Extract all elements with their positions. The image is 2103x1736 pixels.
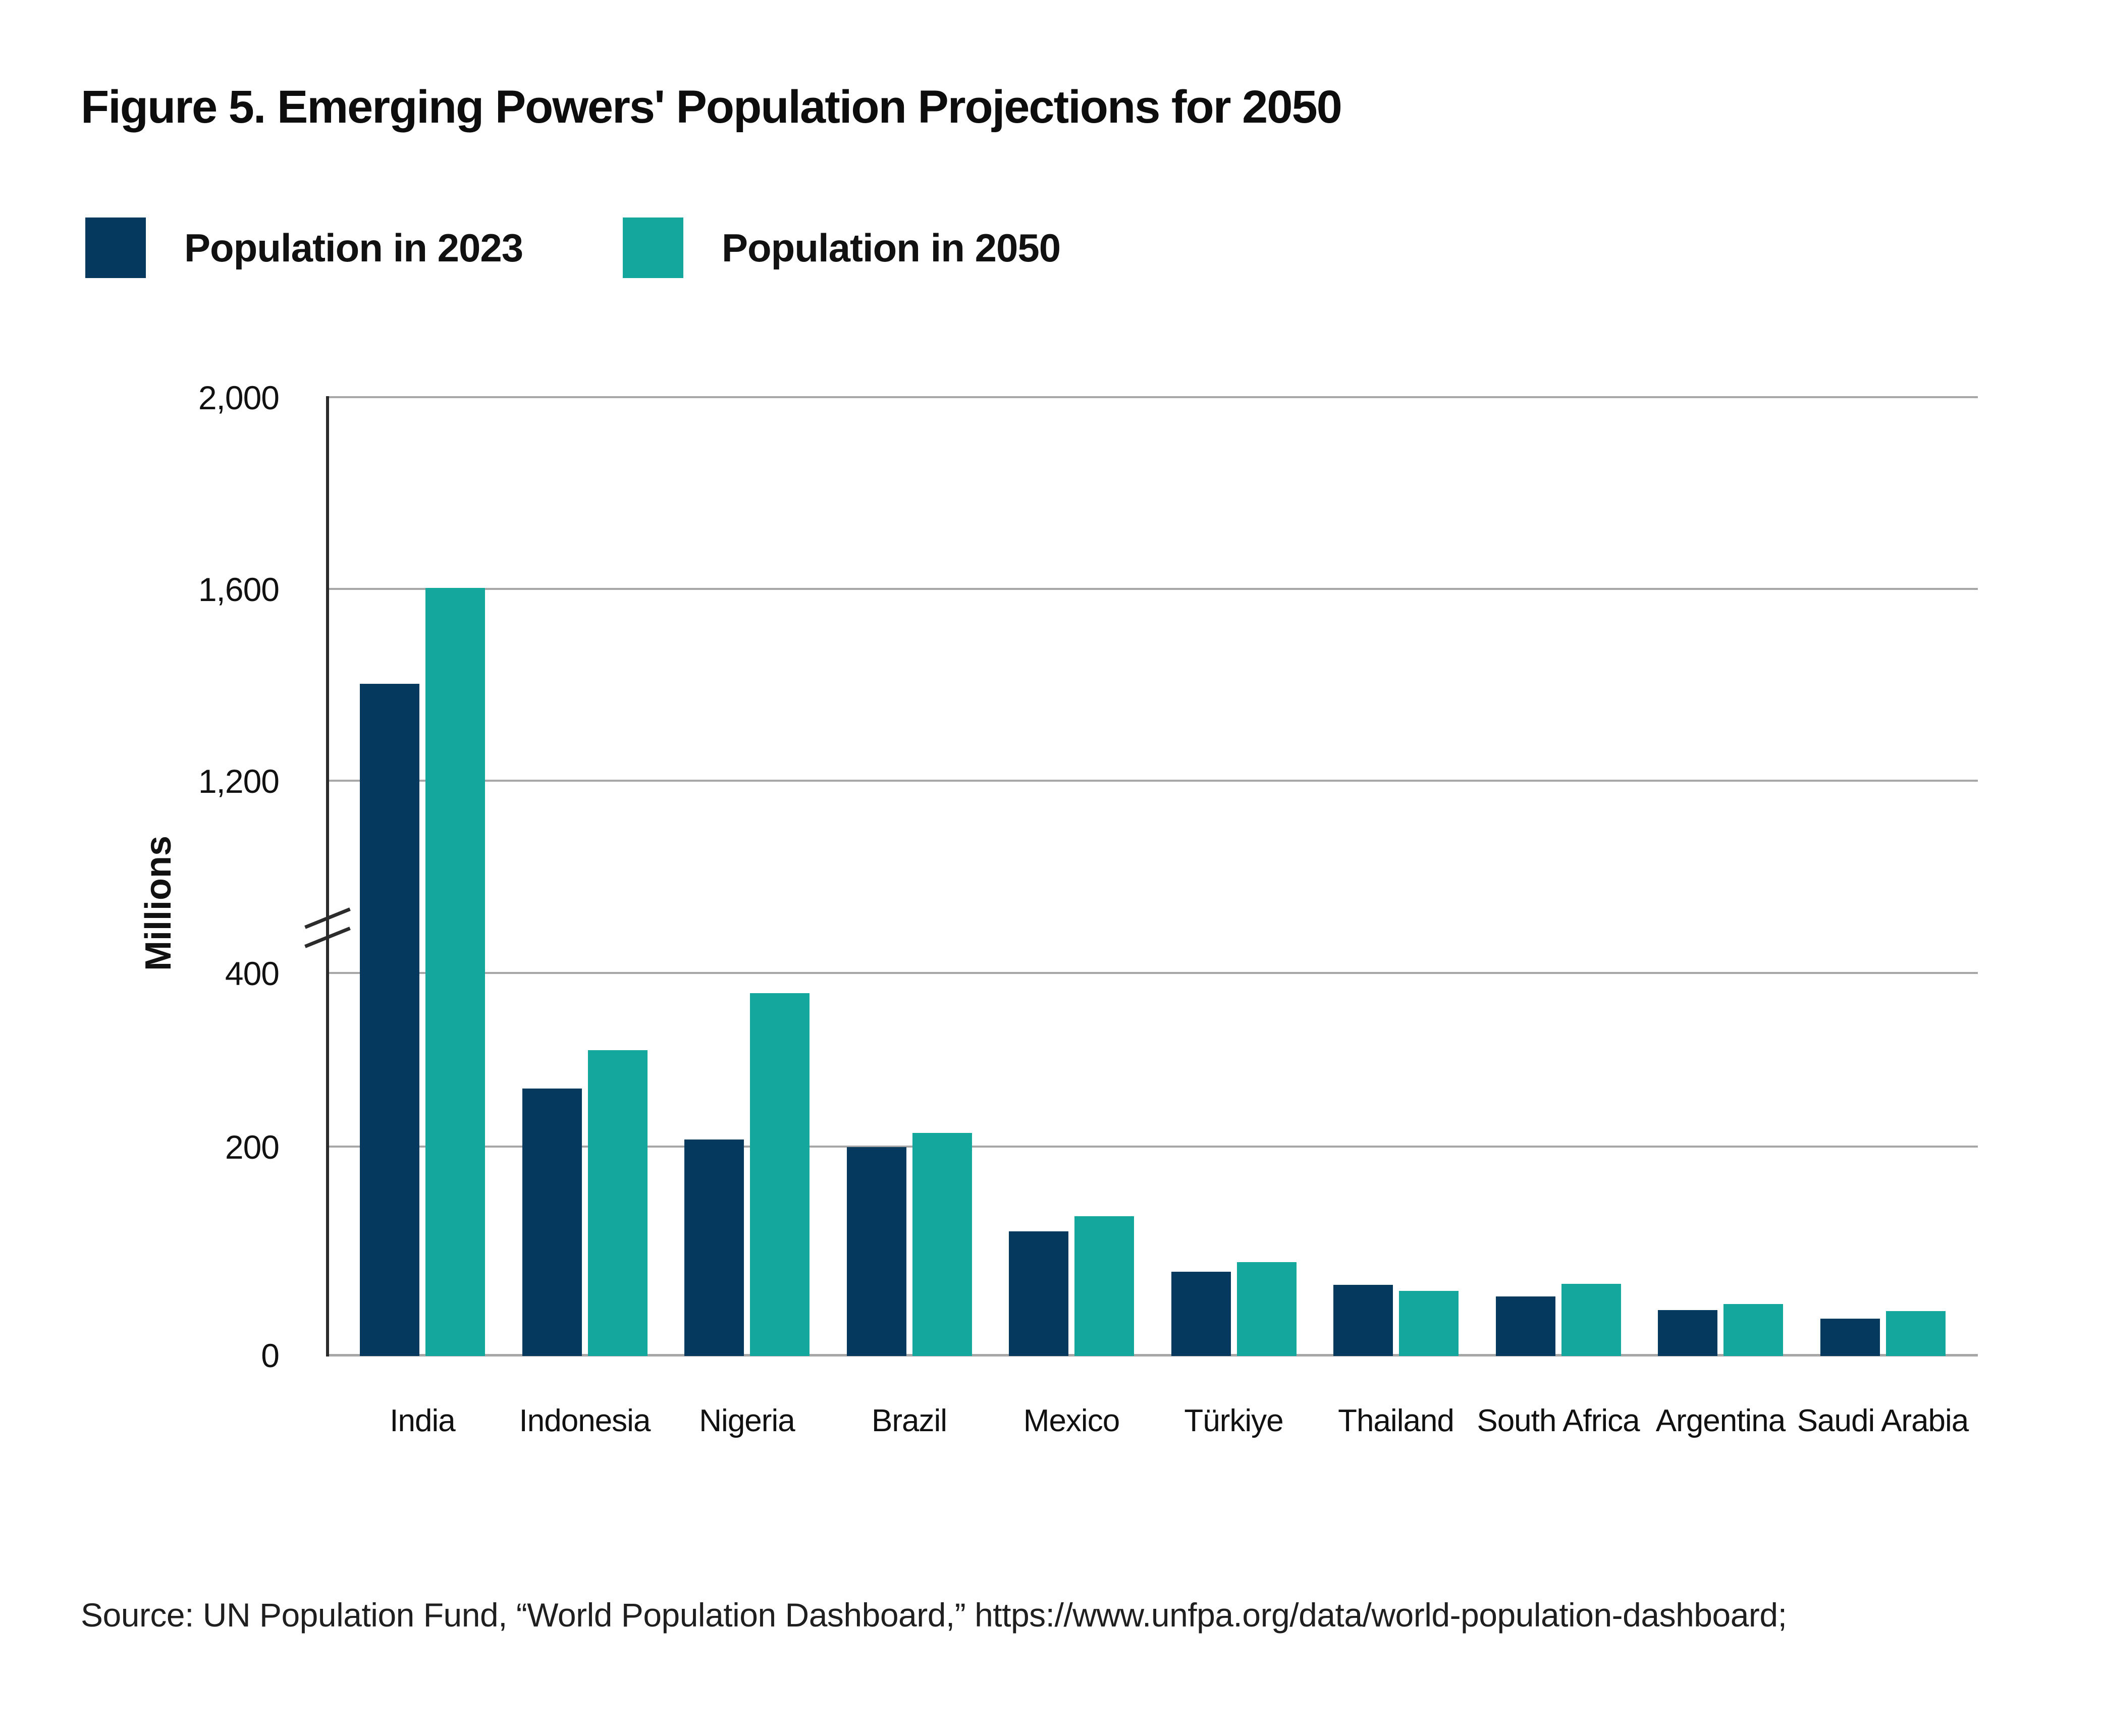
source-line-1: Source: UN Population Fund, “World Popul… — [81, 1596, 1787, 1634]
y-axis-tick-label: 1,200 — [198, 763, 280, 800]
plot-area — [328, 396, 1978, 1357]
bar-population-2023 — [360, 684, 419, 1356]
bar-population-2050 — [1561, 1284, 1621, 1356]
source-note: Source: UN Population Fund, “World Popul… — [81, 1501, 1787, 1736]
bar-population-2023 — [1171, 1271, 1231, 1356]
bar-population-2050 — [1885, 1311, 1946, 1356]
legend-swatch-2023 — [85, 218, 146, 278]
x-axis-label: Türkiye — [1184, 1403, 1283, 1438]
x-axis-label: Thailand — [1338, 1403, 1454, 1438]
x-axis-label: India — [390, 1403, 455, 1438]
legend-label-2050: Population in 2050 — [722, 225, 1061, 270]
source-line-2: and UN Population Prospects 2022, https:… — [81, 1728, 1787, 1736]
bar-population-2023 — [846, 1147, 906, 1356]
gridline-1200 — [328, 780, 1978, 782]
x-axis-label: Brazil — [871, 1403, 947, 1438]
bar-population-2050 — [1236, 1262, 1297, 1356]
bar-population-2050 — [750, 993, 810, 1356]
gridline-400 — [328, 972, 1978, 974]
x-axis-label: Saudi Arabia — [1797, 1403, 1969, 1438]
x-axis-label: Mexico — [1023, 1403, 1120, 1438]
bar-population-2050 — [587, 1050, 648, 1356]
bar-population-2050 — [425, 588, 485, 1356]
gridline-1600 — [328, 588, 1978, 590]
bar-population-2023 — [1658, 1310, 1717, 1356]
bar-population-2023 — [1009, 1231, 1068, 1356]
legend-swatch-2050 — [623, 218, 683, 278]
figure-title: Figure 5. Emerging Powers' Population Pr… — [81, 81, 1342, 133]
y-axis-tick-label: 1,600 — [198, 571, 280, 608]
bar-population-2050 — [1399, 1290, 1459, 1356]
bar-population-2050 — [1723, 1304, 1783, 1356]
gridline-2000 — [328, 396, 1978, 398]
bar-population-2050 — [912, 1132, 972, 1356]
x-axis-label: Indonesia — [519, 1403, 651, 1438]
bar-population-2023 — [522, 1089, 582, 1356]
y-axis-tick-label: 0 — [261, 1337, 280, 1374]
bar-population-2050 — [1074, 1216, 1134, 1356]
legend-label-2023: Population in 2023 — [184, 225, 523, 270]
bar-population-2023 — [684, 1139, 744, 1356]
y-axis-line — [326, 396, 329, 1357]
x-axis-label: Argentina — [1655, 1403, 1786, 1438]
legend-item-2023: Population in 2023 — [85, 218, 523, 278]
x-axis-label: South Africa — [1477, 1403, 1640, 1438]
bar-population-2023 — [1333, 1285, 1393, 1356]
y-axis-tick-label: 2,000 — [198, 379, 280, 416]
bar-population-2023 — [1820, 1318, 1880, 1356]
gridline-200 — [328, 1146, 1978, 1148]
x-axis-label: Nigeria — [699, 1403, 795, 1438]
bar-population-2023 — [1495, 1296, 1555, 1356]
y-axis-tick-label: 200 — [225, 1128, 280, 1166]
y-axis-tick-label: 400 — [225, 955, 280, 992]
x-axis-line — [328, 1354, 1978, 1357]
legend-item-2050: Population in 2050 — [623, 218, 1061, 278]
